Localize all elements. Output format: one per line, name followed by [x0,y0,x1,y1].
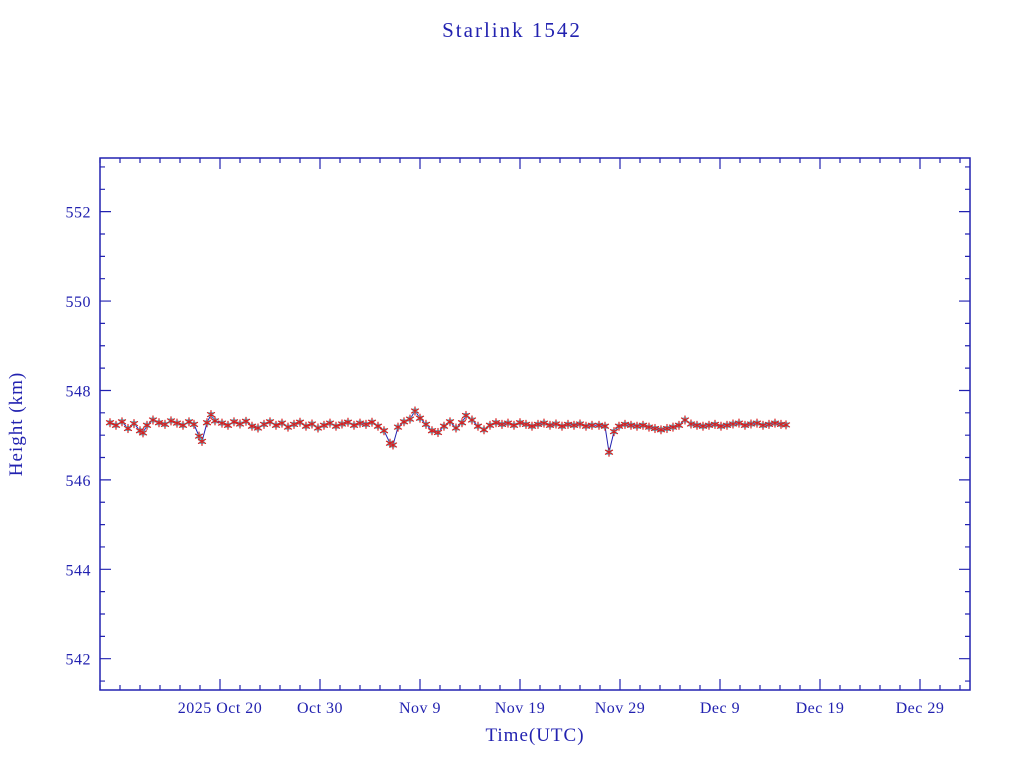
plot-title: Starlink 1542 [442,18,582,42]
y-axis-label: Height (km) [6,372,27,476]
x-tick-label: Nov 19 [495,700,546,717]
axes-frame-and-ticks: 2025 Oct 20 Oct 30 Nov 9 Nov 19 Nov 29 Dec 9 D… [66,157,971,717]
plot-frame [99,157,971,691]
track-line [109,410,787,453]
x-tick-label: Nov 9 [399,700,441,717]
data-series [105,406,791,457]
x-tick-label: Oct 30 [297,700,343,717]
y-tick-label: 546 [66,473,92,490]
y-tick-label: 550 [66,294,92,311]
x-tick-label: Nov 29 [595,700,646,717]
y-tick-label: 548 [66,383,92,400]
x-tick-label: Dec 19 [796,700,845,717]
red-asterisk-markers [105,406,791,457]
y-tick-label: 544 [66,562,92,579]
axis-ticks [99,158,970,690]
y-tick-label: 542 [66,652,92,669]
x-axis-label: Time(UTC) [485,725,584,746]
x-tick-label: Dec 29 [896,700,945,717]
y-tick-label: 552 [66,205,92,222]
x-tick-label: 2025 Oct 20 [178,700,263,717]
x-tick-label: Dec 9 [700,700,740,717]
